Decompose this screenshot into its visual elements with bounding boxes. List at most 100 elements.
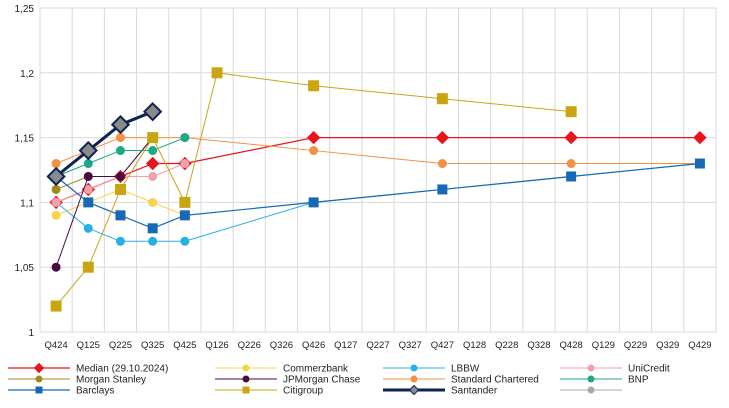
x-tick-label: Q429 (688, 340, 711, 351)
data-point-santander (110, 114, 131, 135)
legend-label-citigroup: Citigroup (283, 386, 323, 397)
x-tick-label: Q426 (302, 340, 325, 351)
data-point-barclays (83, 197, 94, 208)
data-point-citigroup (436, 93, 448, 105)
x-tick-label: Q225 (109, 340, 132, 351)
data-point-standard-chartered (566, 159, 576, 169)
data-point-unicredit (83, 184, 93, 194)
legend-label-lbbw: LBBW (451, 364, 480, 375)
legend-swatch-marker-bnp (587, 375, 595, 383)
data-point-citigroup (179, 196, 191, 208)
data-point-barclays (115, 210, 126, 221)
x-tick-label: Q125 (77, 340, 100, 351)
x-tick-label: Q126 (205, 340, 228, 351)
legend-swatch-marker-citigroup (242, 386, 250, 394)
series-line-santander (55, 110, 154, 178)
data-point-unicredit (148, 171, 158, 181)
data-point-commerzbank (148, 197, 158, 207)
data-point-median-29-10-2024 (564, 130, 578, 145)
data-point-citigroup (211, 67, 223, 79)
data-point-barclays (147, 223, 158, 234)
x-tick-label: Q229 (624, 340, 647, 351)
legend-swatch-marker-lbbw (410, 364, 418, 372)
legend-swatch-marker-unicredit (587, 364, 595, 372)
data-point-standard-chartered (115, 133, 125, 143)
legend-label-bnp: BNP (628, 375, 649, 386)
data-point-santander (143, 102, 163, 122)
data-point-bnp (180, 133, 190, 143)
data-point-unicredit (51, 197, 61, 207)
legend-label-median-29-10-2024: Median (29.10.2024) (76, 364, 168, 375)
data-point-bnp (83, 159, 93, 169)
data-point-citigroup (308, 80, 320, 92)
data-point-lbbw (180, 236, 190, 246)
legend-label-standard-chartered: Standard Chartered (451, 375, 539, 386)
x-tick-label: Q424 (44, 340, 67, 351)
data-point-median-29-10-2024 (693, 130, 707, 145)
x-tick-label: Q329 (656, 340, 679, 351)
legend-label-unicredit: UniCredit (628, 364, 670, 375)
data-point-santander (46, 166, 66, 187)
x-tick-label: Q128 (463, 340, 486, 351)
data-point-standard-chartered (309, 146, 319, 156)
legend-label-commerzbank: Commerzbank (283, 364, 349, 375)
x-tick-label: Q327 (399, 340, 422, 351)
data-point-lbbw (148, 236, 158, 246)
x-tick-label: Q326 (270, 340, 293, 351)
legend-swatch-marker-jpmorgan-chase (242, 375, 250, 383)
y-tick-label: 1,25 (15, 4, 35, 15)
legend-swatch-marker-santander (408, 384, 420, 396)
data-point-median-29-10-2024 (306, 130, 321, 145)
data-point-barclays (437, 184, 448, 195)
data-point-standard-chartered (437, 159, 447, 169)
x-tick-label: Q226 (238, 340, 261, 351)
y-tick-label: 1,1 (20, 198, 34, 209)
x-tick-label: Q428 (560, 340, 583, 351)
y-tick-label: 1,15 (15, 134, 35, 145)
data-point-barclays (308, 197, 319, 208)
y-tick-label: 1,2 (20, 69, 34, 80)
data-point-median-29-10-2024 (435, 130, 450, 145)
data-point-morgan-stanley (51, 184, 61, 194)
legend-swatch-marker-morgan-stanley (35, 375, 43, 383)
series-line-jpmorgan-chase (55, 137, 154, 268)
legend-label-barclays: Barclays (76, 386, 114, 397)
data-point-citigroup (82, 261, 94, 273)
legend-swatch-marker-empty (587, 386, 595, 394)
data-point-citigroup (50, 300, 62, 312)
legend-swatch-marker-median-29-10-2024 (33, 362, 45, 374)
data-point-citigroup (114, 183, 126, 195)
data-point-jpmorgan-chase (51, 262, 61, 272)
data-point-lbbw (83, 223, 93, 233)
legend-swatch-marker-barclays (35, 386, 43, 394)
legend-swatch-marker-commerzbank (242, 364, 250, 372)
data-point-bnp (115, 146, 125, 156)
data-point-bnp (148, 146, 158, 156)
data-point-lbbw (115, 236, 125, 246)
data-point-commerzbank (51, 210, 61, 220)
data-point-citigroup (565, 106, 577, 118)
legend-label-morgan-stanley: Morgan Stanley (76, 375, 146, 386)
data-point-santander (78, 140, 98, 161)
data-point-jpmorgan-chase (83, 171, 93, 181)
x-tick-label: Q127 (334, 340, 357, 351)
x-tick-label: Q228 (495, 340, 518, 351)
data-point-barclays (566, 171, 577, 182)
plot-area (39, 7, 717, 333)
y-tick-label: 1 (28, 328, 34, 339)
x-tick-label: Q325 (141, 340, 164, 351)
x-tick-label: Q425 (173, 340, 196, 351)
data-point-barclays (179, 210, 190, 221)
legend-label-jpmorgan-chase: JPMorgan Chase (283, 375, 361, 386)
data-point-barclays (694, 158, 705, 169)
data-point-unicredit (180, 159, 190, 169)
legend-label-santander: Santander (451, 386, 498, 397)
x-tick-label: Q129 (592, 340, 615, 351)
x-tick-label: Q328 (527, 340, 550, 351)
x-tick-label: Q227 (366, 340, 389, 351)
x-tick-label: Q427 (431, 340, 454, 351)
y-tick-label: 1,05 (15, 263, 35, 274)
data-point-jpmorgan-chase (115, 171, 125, 181)
